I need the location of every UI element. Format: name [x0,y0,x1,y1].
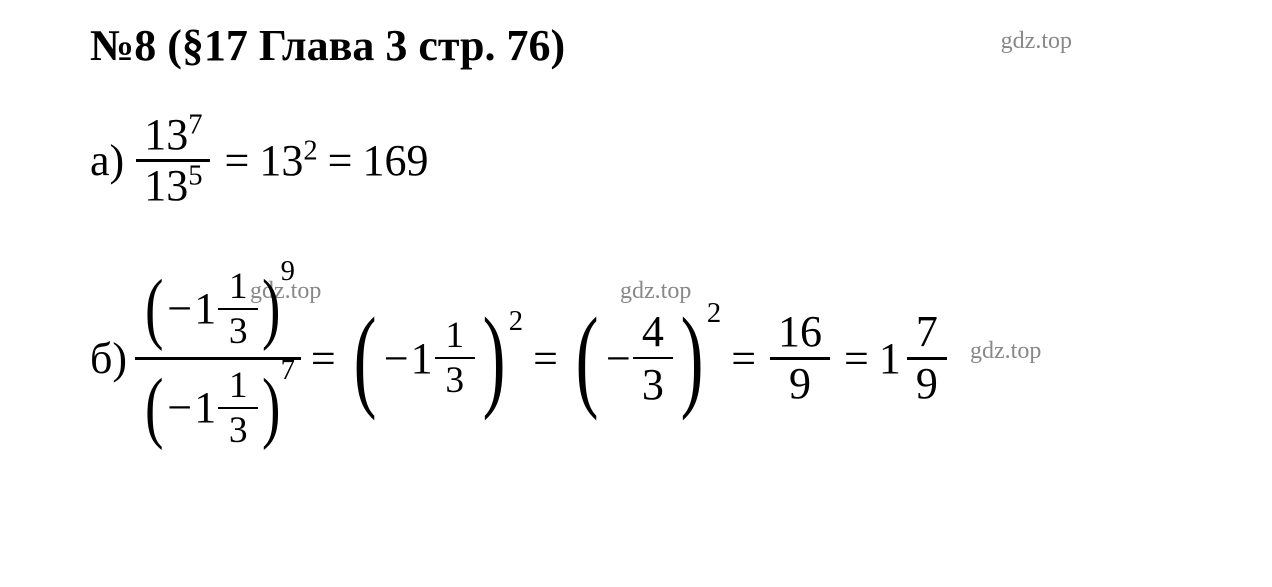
big-fraction-b: ( − 1 1 3 ) 9 ( − 1 [135,261,301,456]
equals: = [533,333,558,384]
whole: 1 [411,333,433,384]
rparen: ) [262,380,280,435]
rparen: ) [262,281,280,336]
mixed: 1 1 3 [411,314,475,402]
label-b: б) [90,333,127,384]
equals: = [328,135,353,186]
neg: − [167,382,192,433]
fraction-a: 137 135 [136,111,210,211]
label-a: а) [90,135,124,186]
outer-exp: 7 [281,355,295,387]
small-frac: 1 3 [218,364,258,452]
big-den: ( − 1 1 3 ) 7 [135,360,301,456]
den-base: 13 [144,161,188,210]
lparen: ( [353,324,376,393]
step2-b: ( − 4 3 ) 2 [568,306,721,410]
result-a: 169 [362,135,428,186]
exp: 2 [707,298,721,330]
paren-den: ( − 1 1 3 ) 7 [141,364,295,452]
bot: 3 [229,409,248,452]
top: 1 [445,314,464,357]
lparen: ( [145,281,163,336]
neg: − [606,333,631,384]
equals: = [731,333,756,384]
equals: = [844,333,869,384]
step3-b: 16 9 [770,308,830,408]
step1-a: 132 [259,135,317,186]
problem-a: а) 137 135 = 132 = 169 [90,111,1182,211]
top: 1 [229,265,248,308]
frac: 4 3 [633,306,673,410]
lparen: ( [145,380,163,435]
top: 4 [642,306,664,357]
exp: 2 [509,306,523,338]
bot: 3 [642,359,664,410]
mixed-num: 1 1 3 [194,265,258,353]
bot: 9 [781,360,819,408]
bot: 9 [908,360,946,408]
top: 7 [908,308,946,356]
den-exp: 5 [188,161,202,192]
numerator-a: 137 [136,111,210,159]
mixed-den: 1 1 3 [194,364,258,452]
result-b: 1 7 9 [879,308,951,408]
watermark-4: gdz.top [970,338,1041,365]
bot: 3 [229,310,248,353]
equals: = [224,135,249,186]
neg: − [167,283,192,334]
paren-num: ( − 1 1 3 ) 9 [141,265,295,353]
step1-exp: 2 [303,136,317,167]
denominator-a: 135 [136,162,210,210]
whole: 1 [194,382,216,433]
step1-b: ( − 1 1 3 ) 2 [346,314,523,402]
top: 1 [229,364,248,407]
num-base: 13 [144,110,188,159]
whole: 1 [194,283,216,334]
small-frac: 1 3 [435,314,475,402]
small-frac: 1 3 [218,265,258,353]
step1-base: 13 [259,136,303,185]
rparen: ) [680,324,703,393]
equals: = [311,333,336,384]
watermark-1: gdz.top [1001,28,1072,55]
bot: 3 [445,359,464,402]
big-num: ( − 1 1 3 ) 9 [135,261,301,357]
lparen: ( [576,324,599,393]
rparen: ) [482,324,505,393]
neg: − [384,333,409,384]
num-exp: 7 [188,109,202,140]
frac: 7 9 [907,308,947,408]
whole: 1 [879,333,901,384]
outer-exp: 9 [281,256,295,288]
top: 16 [770,308,830,356]
